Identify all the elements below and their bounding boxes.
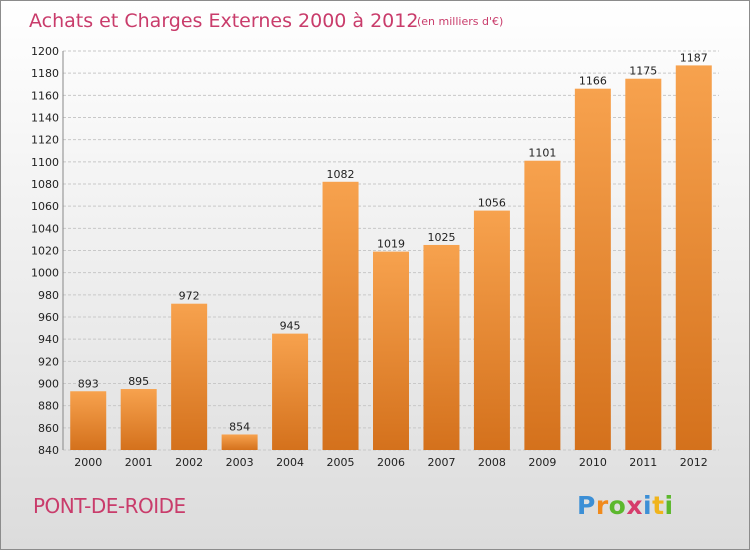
bar-2006 — [373, 251, 409, 450]
value-label-2004: 945 — [280, 320, 301, 333]
x-tick-label: 2001 — [125, 456, 153, 469]
bar-2005 — [322, 181, 359, 451]
logo-letter: x — [626, 491, 643, 520]
value-label-2003: 854 — [229, 420, 250, 433]
x-tick-label: 2000 — [74, 456, 102, 469]
chart-subtitle: (en milliers d'€) — [417, 15, 503, 28]
x-tick-label: 2012 — [680, 456, 708, 469]
y-tick-label: 1020 — [31, 245, 59, 258]
x-tick-label: 2007 — [427, 456, 455, 469]
x-tick-label: 2008 — [478, 456, 506, 469]
logo-letter: i — [664, 491, 674, 520]
x-tick-label: 2006 — [377, 456, 405, 469]
y-tick-label: 840 — [38, 444, 59, 457]
x-tick-label: 2011 — [629, 456, 657, 469]
x-tick-label: 2009 — [528, 456, 556, 469]
x-tick-label: 2002 — [175, 456, 203, 469]
bar-2002 — [171, 303, 208, 450]
y-tick-label: 1120 — [31, 134, 59, 147]
bar-2012 — [675, 65, 712, 451]
x-axis-ticks: 2000 2001 2002 2003 2004 2005 2006 2007 2008 2009… — [74, 456, 708, 469]
bar-2003 — [221, 434, 258, 450]
y-tick-label: 920 — [38, 355, 59, 368]
value-label-2012: 1187 — [680, 51, 708, 64]
bar-2004 — [272, 333, 309, 450]
x-tick-label: 2005 — [327, 456, 355, 469]
value-label-2007: 1025 — [427, 231, 455, 244]
logo-letter: i — [643, 491, 653, 520]
value-label-2000: 893 — [78, 377, 99, 390]
bars: 893 895 972 854 945 1082 1019 1025 1056 1101 1166 1… — [70, 51, 712, 451]
x-tick-label: 2003 — [226, 456, 254, 469]
y-tick-label: 980 — [38, 289, 59, 302]
y-tick-label: 960 — [38, 311, 59, 324]
value-label-2009: 1101 — [528, 147, 556, 160]
value-label-2008: 1056 — [478, 197, 506, 210]
y-tick-label: 1000 — [31, 267, 59, 280]
y-tick-label: 1060 — [31, 200, 59, 213]
logo-letter: P — [577, 491, 596, 520]
y-tick-label: 880 — [38, 400, 59, 413]
bar-2010 — [574, 88, 611, 450]
y-tick-label: 1080 — [31, 178, 59, 191]
logo-letter: o — [608, 491, 627, 520]
bar-2007 — [423, 244, 460, 450]
proxiti-logo: Proxiti — [577, 491, 674, 520]
chart-title: Achats et Charges Externes 2000 à 2012 — [29, 10, 418, 32]
y-tick-label: 1180 — [31, 67, 59, 80]
y-tick-label: 1140 — [31, 112, 59, 125]
bar-2011 — [625, 78, 662, 450]
value-label-2011: 1175 — [629, 65, 657, 78]
bar-2001 — [120, 389, 157, 450]
y-tick-label: 1160 — [31, 89, 59, 102]
bar-2008 — [473, 210, 510, 450]
y-tick-label: 1200 — [31, 45, 59, 58]
y-tick-label: 860 — [38, 422, 59, 435]
logo-letter: r — [595, 491, 609, 520]
y-tick-label: 1100 — [31, 156, 59, 169]
logo-letter: t — [652, 491, 665, 520]
value-label-2001: 895 — [128, 375, 149, 388]
x-tick-label: 2010 — [579, 456, 607, 469]
value-label-2005: 1082 — [327, 168, 355, 181]
bar-2009 — [524, 160, 561, 450]
bar-2000 — [70, 391, 107, 450]
y-tick-label: 940 — [38, 333, 59, 346]
y-axis-ticks: 840 860 880 900 920 940 960 980 1000 1020 1040 1060… — [31, 45, 59, 457]
y-tick-label: 900 — [38, 378, 59, 391]
value-label-2010: 1166 — [579, 75, 607, 88]
commune-name: PONT-DE-ROIDE — [33, 494, 186, 518]
y-tick-label: 1040 — [31, 222, 59, 235]
value-label-2006: 1019 — [377, 238, 405, 251]
x-tick-label: 2004 — [276, 456, 304, 469]
value-label-2002: 972 — [179, 290, 200, 303]
